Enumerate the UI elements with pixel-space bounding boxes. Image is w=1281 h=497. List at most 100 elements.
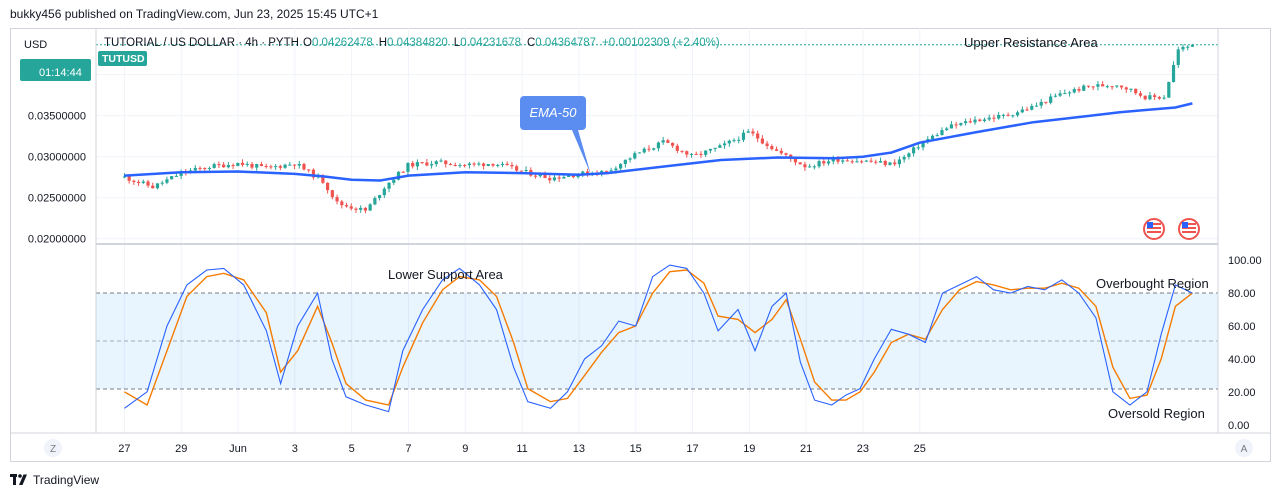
candle-body[interactable] <box>756 133 760 139</box>
candle-body[interactable] <box>463 165 467 167</box>
candle-body[interactable] <box>326 182 330 191</box>
candle-body[interactable] <box>699 153 703 155</box>
candle-body[interactable] <box>1186 46 1190 48</box>
candle-body[interactable] <box>1034 105 1039 107</box>
candle-body[interactable] <box>292 164 297 166</box>
candle-body[interactable] <box>670 142 675 146</box>
candle-body[interactable] <box>940 130 944 136</box>
candle-body[interactable] <box>217 164 221 166</box>
candle-body[interactable] <box>633 153 637 159</box>
candle-body[interactable] <box>1058 93 1062 96</box>
us-flag-event-icon[interactable] <box>1143 218 1165 240</box>
candle-body[interactable] <box>434 161 438 165</box>
candle-body[interactable] <box>1181 46 1185 50</box>
candle-body[interactable] <box>1063 93 1067 95</box>
candle-body[interactable] <box>718 145 722 148</box>
candle-body[interactable] <box>1091 86 1095 88</box>
candle-body[interactable] <box>1176 49 1180 65</box>
candle-body[interactable] <box>1053 95 1057 97</box>
candle-body[interactable] <box>1096 84 1100 87</box>
candle-body[interactable] <box>869 160 873 162</box>
candle-body[interactable] <box>666 140 670 143</box>
candle-body[interactable] <box>571 175 575 178</box>
candle-body[interactable] <box>642 148 646 153</box>
candle-body[interactable] <box>439 160 443 162</box>
candle-body[interactable] <box>297 164 301 166</box>
candle-body[interactable] <box>841 160 845 162</box>
candle-body[interactable] <box>368 204 372 211</box>
candle-body[interactable] <box>401 171 405 173</box>
candle-body[interactable] <box>302 164 306 170</box>
candle-body[interactable] <box>930 135 935 140</box>
candle-body[interactable] <box>987 117 991 120</box>
candle-body[interactable] <box>793 158 798 163</box>
candle-body[interactable] <box>680 150 684 152</box>
candle-body[interactable] <box>240 162 245 165</box>
candle-body[interactable] <box>817 161 821 167</box>
candle-body[interactable] <box>1101 84 1105 87</box>
candle-body[interactable] <box>363 207 368 211</box>
candle-body[interactable] <box>916 147 920 149</box>
candle-body[interactable] <box>1049 96 1053 103</box>
candle-body[interactable] <box>812 166 816 168</box>
candle-body[interactable] <box>444 160 448 165</box>
candle-body[interactable] <box>968 121 972 123</box>
candle-body[interactable] <box>420 162 424 164</box>
candle-body[interactable] <box>330 190 334 198</box>
candle-body[interactable] <box>524 169 528 171</box>
candle-body[interactable] <box>779 150 783 154</box>
candle-body[interactable] <box>136 181 141 183</box>
candle-body[interactable] <box>354 208 358 210</box>
candle-body[interactable] <box>997 114 1001 119</box>
candle-body[interactable] <box>893 162 897 165</box>
candle-body[interactable] <box>1030 105 1034 110</box>
candle-body[interactable] <box>1138 93 1143 96</box>
candle-body[interactable] <box>533 175 538 177</box>
candle-body[interactable] <box>963 121 968 124</box>
candle-body[interactable] <box>269 166 273 168</box>
candle-body[interactable] <box>557 177 561 179</box>
candle-body[interactable] <box>373 198 377 205</box>
candle-body[interactable] <box>160 182 164 184</box>
us-flag-event-icon[interactable] <box>1178 218 1200 240</box>
candle-body[interactable] <box>255 164 259 168</box>
candle-body[interactable] <box>406 163 410 172</box>
candle-body[interactable] <box>174 175 178 177</box>
candle-body[interactable] <box>1105 86 1109 88</box>
candle-body[interactable] <box>448 164 453 166</box>
candle-body[interactable] <box>774 149 779 151</box>
candle-body[interactable] <box>231 165 235 167</box>
candle-body[interactable] <box>198 167 202 169</box>
candle-body[interactable] <box>992 117 996 119</box>
candle-body[interactable] <box>647 148 651 150</box>
candle-body[interactable] <box>264 165 268 167</box>
candle-body[interactable] <box>954 124 958 126</box>
candle-body[interactable] <box>704 150 708 155</box>
candle-body[interactable] <box>628 158 632 160</box>
candle-body[interactable] <box>519 170 523 172</box>
candle-body[interactable] <box>458 165 462 167</box>
candle-body[interactable] <box>236 162 240 166</box>
candle-body[interactable] <box>132 180 136 182</box>
candle-body[interactable] <box>822 161 826 164</box>
candle-body[interactable] <box>179 171 183 176</box>
candle-body[interactable] <box>826 161 831 164</box>
candle-body[interactable] <box>619 164 623 169</box>
candle-body[interactable] <box>1039 101 1043 106</box>
candle-body[interactable] <box>907 153 911 157</box>
candle-body[interactable] <box>510 164 514 167</box>
candle-body[interactable] <box>609 170 613 172</box>
candle-body[interactable] <box>945 128 949 131</box>
candle-body[interactable] <box>552 177 557 181</box>
candle-body[interactable] <box>1115 85 1119 87</box>
candle-body[interactable] <box>307 169 311 171</box>
candle-body[interactable] <box>562 176 566 179</box>
candle-body[interactable] <box>1006 114 1010 116</box>
candle-body[interactable] <box>878 160 883 163</box>
candle-body[interactable] <box>349 206 353 209</box>
candle-body[interactable] <box>344 205 349 207</box>
candle-body[interactable] <box>855 161 859 163</box>
ema-callout[interactable]: EMA-50 <box>520 96 591 175</box>
candle-body[interactable] <box>614 168 618 171</box>
candle-body[interactable] <box>661 140 665 143</box>
